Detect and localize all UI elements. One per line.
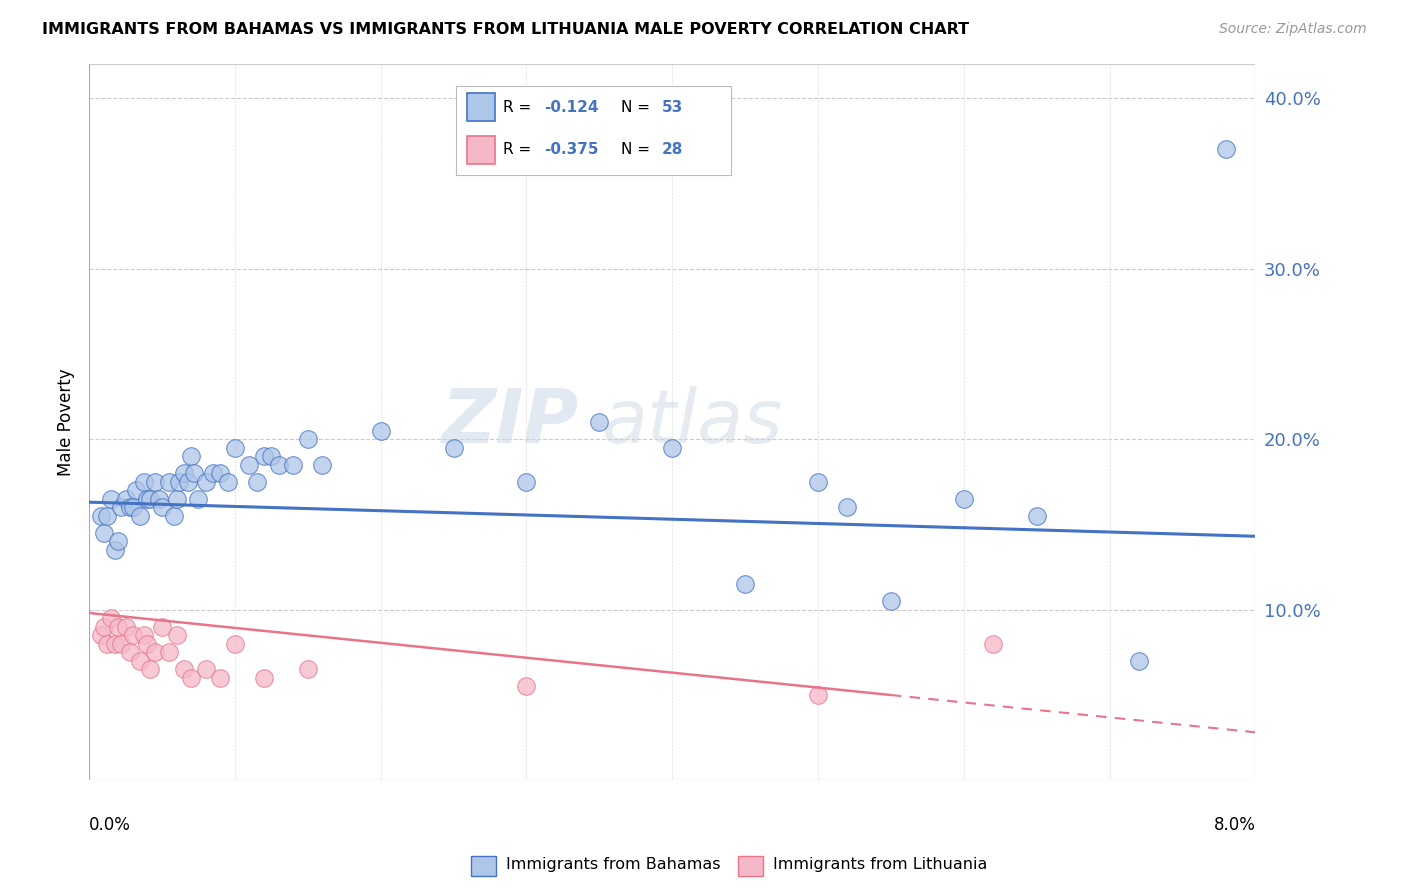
Point (661, 441, 683, 455)
Point (100, 491, 122, 506)
Point (224, 441, 246, 455)
Point (90, 508, 112, 523)
Point (217, 475, 239, 489)
Point (121, 500, 143, 515)
Point (93, 525, 115, 540)
Point (180, 671, 202, 685)
Point (118, 645, 141, 659)
Point (370, 424, 392, 438)
Point (311, 458, 333, 472)
Point (143, 645, 166, 659)
Point (209, 671, 232, 685)
Point (183, 466, 205, 480)
Text: Immigrants from Lithuania: Immigrants from Lithuania (773, 857, 987, 872)
Point (169, 475, 191, 489)
Point (162, 508, 184, 523)
Point (267, 458, 290, 472)
Point (173, 466, 195, 480)
Y-axis label: Male Poverty: Male Poverty (58, 368, 75, 475)
Point (515, 475, 537, 489)
Point (157, 645, 180, 659)
Point (157, 475, 180, 489)
Point (246, 475, 269, 489)
Point (134, 628, 156, 642)
Text: Immigrants from Bahamas: Immigrants from Bahamas (506, 857, 721, 872)
Point (1025, 508, 1047, 523)
Point (224, 637, 246, 651)
Point (134, 475, 156, 489)
Point (201, 466, 224, 480)
Point (107, 619, 129, 633)
Text: Source: ZipAtlas.com: Source: ZipAtlas.com (1219, 22, 1367, 37)
Point (260, 449, 283, 463)
Point (253, 449, 276, 463)
Point (837, 500, 859, 515)
Point (139, 491, 162, 506)
Point (136, 637, 159, 651)
Text: 0.0%: 0.0% (89, 816, 131, 834)
Point (125, 483, 148, 498)
Text: atlas: atlas (602, 386, 783, 458)
Point (148, 491, 170, 506)
Point (104, 637, 127, 651)
Point (953, 491, 976, 506)
Point (150, 500, 173, 515)
Point (194, 662, 217, 676)
Point (110, 637, 132, 651)
Point (734, 577, 756, 591)
Point (143, 475, 166, 489)
Point (253, 671, 276, 685)
Point (150, 619, 173, 633)
Point (238, 458, 260, 472)
Point (807, 475, 830, 489)
Point (807, 688, 830, 702)
Text: IMMIGRANTS FROM BAHAMAS VS IMMIGRANTS FROM LITHUANIA MALE POVERTY CORRELATION CH: IMMIGRANTS FROM BAHAMAS VS IMMIGRANTS FR… (42, 22, 969, 37)
Point (177, 475, 200, 489)
Point (180, 449, 202, 463)
Point (107, 534, 129, 549)
Point (139, 662, 162, 676)
Text: 8.0%: 8.0% (1213, 816, 1256, 834)
Point (96, 508, 118, 523)
Point (1128, 654, 1150, 668)
Point (118, 500, 141, 515)
Point (588, 415, 610, 429)
Point (93, 619, 115, 633)
Point (136, 491, 159, 506)
Point (443, 441, 465, 455)
Point (880, 594, 903, 608)
Point (297, 662, 319, 676)
Point (209, 466, 232, 480)
Point (297, 432, 319, 446)
Text: ZIP: ZIP (441, 385, 579, 458)
Point (114, 619, 136, 633)
Point (194, 475, 217, 489)
Point (104, 542, 127, 557)
Point (166, 628, 188, 642)
Point (283, 458, 305, 472)
Point (187, 491, 209, 506)
Point (129, 508, 152, 523)
Point (1215, 142, 1237, 156)
Point (100, 611, 122, 625)
Point (96, 637, 118, 651)
Point (981, 637, 1004, 651)
Point (110, 500, 132, 515)
Point (129, 654, 152, 668)
Point (114, 491, 136, 506)
Point (166, 491, 188, 506)
Point (173, 662, 195, 676)
Point (90, 628, 112, 642)
Point (515, 679, 537, 693)
Point (121, 628, 143, 642)
